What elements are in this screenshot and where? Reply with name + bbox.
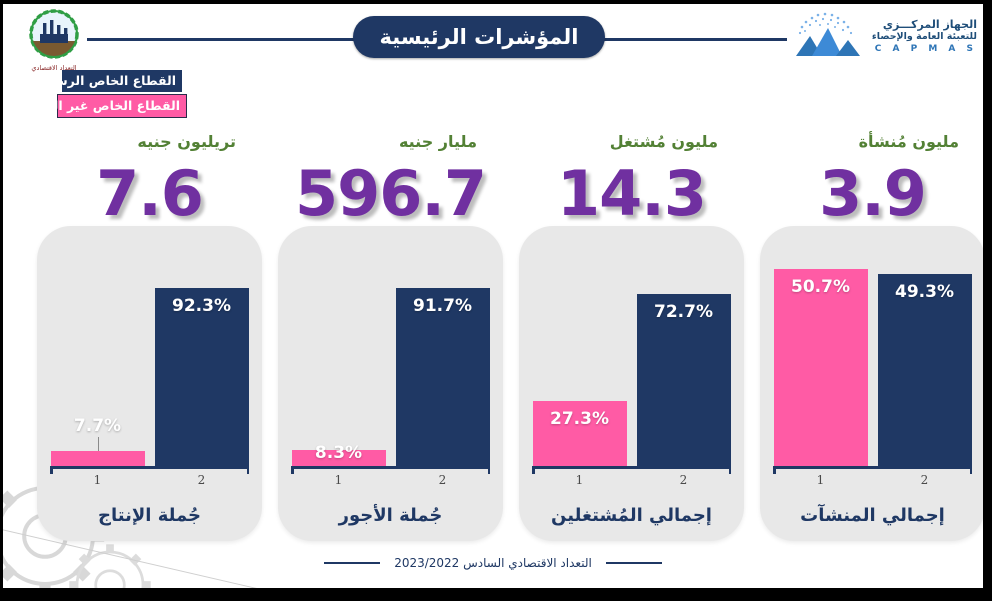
bar-value-label: 91.7% — [413, 296, 472, 316]
bar-column-formal: 72.7% — [636, 226, 731, 466]
bar-column-informal: 7.7% — [50, 226, 145, 466]
bar-value-label: 50.7% — [791, 277, 850, 297]
bar-value-label: 72.7% — [654, 302, 713, 322]
panel-unit-label: تريليون جنيه — [137, 132, 236, 151]
capmas-logo: الجهاز المركـــزي للتعبئة العامة والإحصا… — [792, 10, 977, 62]
panel-unit-label: مليار جنيه — [398, 132, 477, 151]
x-axis-tick-label: 1 — [575, 473, 584, 487]
x-axis — [50, 466, 249, 474]
bar-informal — [532, 401, 627, 466]
footer-rule-left — [605, 562, 662, 564]
bar-chart: 8.3% 91.7% — [278, 226, 503, 466]
panel-unit-label: مليون مُشتغل — [609, 132, 718, 151]
x-axis-tick-label: 1 — [816, 473, 825, 487]
bar-chart: 50.7% 49.3% — [760, 226, 983, 466]
panel-headline-value: 596.7 — [294, 157, 487, 230]
panel-title: إجمالي المُشتغلين — [551, 504, 712, 526]
capmas-logo-text: الجهاز المركـــزي للتعبئة العامة والإحصا… — [872, 18, 977, 55]
bar-informal — [773, 269, 868, 466]
page-title: المؤشرات الرئيسية — [353, 16, 605, 58]
panel-headline-value: 14.3 — [557, 157, 707, 230]
footer: التعداد الاقتصادي السادس 2023/2022 — [3, 556, 983, 570]
bar-column-formal: 91.7% — [395, 226, 490, 466]
panel-headline-value: 7.6 — [96, 157, 204, 230]
economic-census-logo-caption: التعداد الاقتصادي — [31, 64, 77, 72]
x-axis — [291, 466, 490, 474]
x-axis-tick-label: 2 — [920, 473, 929, 487]
bar-label-leader-line — [97, 437, 99, 451]
footer-caption: التعداد الاقتصادي السادس 2023/2022 — [394, 556, 592, 570]
bar-formal — [636, 294, 731, 466]
panel-title: جُملة الإنتاج — [98, 504, 201, 526]
economic-census-logo-icon — [29, 9, 79, 59]
capmas-logo-icon — [795, 12, 860, 56]
header: التعداد الاقتصادي المؤشرات الرئيسية — [3, 4, 983, 74]
x-axis-tick-label: 2 — [679, 473, 688, 487]
x-axis-tick-label: 1 — [93, 473, 102, 487]
bar-formal — [877, 274, 972, 466]
legend-item-formal-sector: القطاع الخاص الرسمي — [34, 70, 182, 92]
x-axis — [773, 466, 972, 474]
bar-informal — [50, 451, 145, 466]
bar-formal — [395, 288, 490, 466]
panel-title: جُملة الأجور — [338, 504, 443, 526]
slide-canvas: التعداد الاقتصادي المؤشرات الرئيسية — [3, 4, 983, 588]
bar-chart: 7.7% 92.3% — [37, 226, 262, 466]
bar-value-label: 49.3% — [895, 282, 954, 302]
bar-column-informal: 50.7% — [773, 226, 868, 466]
capmas-name-acronym: C A P M A S — [874, 43, 977, 54]
x-axis-tick-label: 2 — [438, 473, 447, 487]
legend-item-informal-sector: القطاع الخاص غير الرسمي — [13, 94, 187, 118]
bar-column-informal: 8.3% — [291, 226, 386, 466]
bar-column-informal: 27.3% — [532, 226, 627, 466]
legend: القطاع الخاص الرسمي القطاع الخاص غير الر… — [13, 70, 187, 118]
capmas-name-line2: للتعبئة العامة والإحصاء — [871, 30, 977, 42]
footer-rule-right — [324, 562, 381, 564]
bar-value-label: 27.3% — [550, 409, 609, 429]
bar-column-formal: 92.3% — [154, 226, 249, 466]
bar-formal — [154, 288, 249, 466]
x-axis-tick-label: 1 — [334, 473, 343, 487]
bar-value-label: 92.3% — [172, 296, 231, 316]
bar-chart: 27.3% 72.7% — [519, 226, 744, 466]
bar-value-label: 8.3% — [314, 443, 363, 463]
panel-title: إجمالي المنشآت — [800, 504, 945, 526]
bar-column-formal: 49.3% — [877, 226, 972, 466]
capmas-name-line1: الجهاز المركـــزي — [882, 17, 977, 31]
panel-unit-label: مليون مُنشأة — [858, 132, 959, 151]
bar-informal — [291, 450, 386, 466]
bar-value-label: 7.7% — [73, 416, 122, 436]
x-axis-tick-label: 2 — [197, 473, 206, 487]
x-axis — [532, 466, 731, 474]
economic-census-logo: التعداد الاقتصادي — [19, 8, 89, 72]
panel-headline-value: 3.9 — [819, 157, 927, 230]
